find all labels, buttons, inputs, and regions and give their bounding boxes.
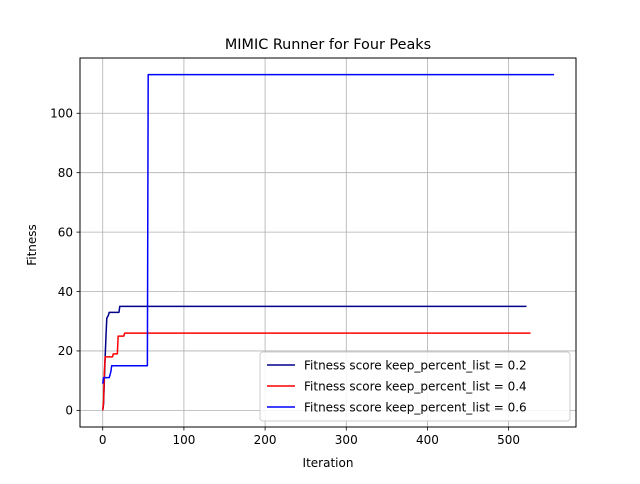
- legend: Fitness score keep_percent_list = 0.2 Fit…: [259, 351, 571, 422]
- legend-label-2: Fitness score keep_percent_list = 0.4: [304, 379, 527, 393]
- x-tick-label: 100: [172, 433, 195, 447]
- series-line-2: [101, 332, 531, 411]
- y-tick-label: 100: [50, 107, 73, 121]
- y-axis-label: Fitness: [25, 224, 39, 266]
- legend-label-3: Fitness score keep_percent_list = 0.6: [304, 400, 527, 414]
- axes-frame: [79, 57, 577, 428]
- chart-title: MIMIC Runner for Four Peaks: [225, 37, 431, 53]
- y-tick-label: 80: [58, 166, 73, 180]
- x-tick-label: 0: [99, 433, 107, 447]
- y-tick-label: 20: [58, 344, 73, 358]
- x-tick-label: 500: [497, 433, 520, 447]
- series-lines: [101, 73, 555, 411]
- y-tick-label: 60: [58, 225, 73, 239]
- y-tick-label: 40: [58, 285, 73, 299]
- x-ticks: 0 100 200 300 400 500: [99, 427, 520, 447]
- x-tick-label: 400: [416, 433, 439, 447]
- y-ticks: 0 20 40 60 80 100: [50, 107, 80, 418]
- x-tick-label: 300: [335, 433, 358, 447]
- legend-box: [259, 351, 571, 422]
- x-tick-label: 200: [254, 433, 277, 447]
- grid-lines: [80, 58, 576, 427]
- legend-label-1: Fitness score keep_percent_list = 0.2: [304, 358, 527, 372]
- series-line-3: [101, 73, 555, 384]
- x-axis-label: Iteration: [303, 456, 354, 470]
- y-tick-label: 0: [65, 404, 73, 418]
